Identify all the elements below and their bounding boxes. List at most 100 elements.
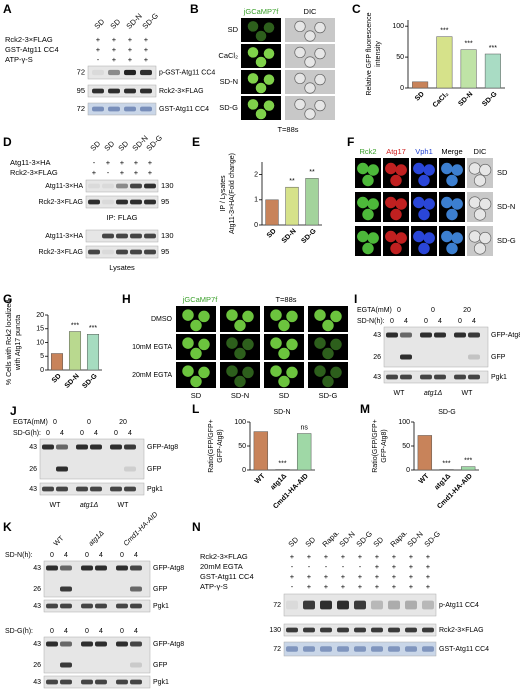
bar [265,199,279,226]
row-label: Rck2-3×FLAG [200,552,248,561]
strain-label: atg1Δ [424,390,443,397]
panel-letter: A [3,2,12,16]
row-label: DMSO [151,316,173,323]
y-tick-label: 50 [396,54,404,61]
sign: + [341,572,346,581]
panel-letter: N [192,520,201,534]
blot [283,641,437,657]
y-axis-label: with Atg17 puncta [15,315,22,371]
band [286,646,298,652]
sign: + [144,35,149,44]
time-value: 4 [64,628,68,635]
cell [255,82,267,94]
cell [314,73,326,86]
cell [198,366,210,379]
cell [362,242,374,255]
treatment-level: 20 [463,307,471,314]
blot-group-label: IP: FLAG [107,213,138,222]
x-tick-label: WT [254,472,267,485]
band [454,332,466,338]
significance: *** [464,457,472,464]
sign: + [144,45,149,54]
x-label: SD [279,391,290,400]
sign: + [375,582,380,591]
x-tick-label: SD-N [457,91,474,108]
cell [182,365,194,377]
band [140,88,152,94]
x-tick-label: WT [418,472,431,485]
sign: + [341,552,346,561]
band [354,646,366,652]
sign: + [375,562,380,571]
y-tick-label: 100 [398,419,410,426]
sign: + [128,45,133,54]
cell [190,319,202,332]
sign: + [392,552,397,561]
cell [322,375,334,388]
cell [304,108,316,120]
sign: + [112,55,117,64]
x-tick-label: SD-N [64,373,81,390]
y-axis-label: % Cells with Rck2 localized [6,300,13,385]
band [110,444,122,450]
row-label: Atg11-3×HA [10,158,51,167]
treatment-level: 0 [431,307,435,314]
sign: + [148,168,153,177]
band [422,600,434,610]
blot [87,65,157,80]
cell [278,347,290,360]
sign: + [426,562,431,571]
time-value: 0 [114,430,118,437]
marker: 95 [77,86,85,95]
sign: - [107,168,110,177]
cell [385,230,397,243]
band [337,600,349,610]
blot-label: Rck2-3×FLAG [38,249,83,256]
band [130,183,142,189]
cell [286,366,298,379]
y-axis-label: Relative GFP fluorescence [366,12,373,95]
band [420,374,432,380]
sign: + [341,582,346,591]
cell [278,319,290,332]
cell [314,21,326,34]
band [130,603,142,609]
time-value: 0 [424,318,428,325]
sign: - [291,582,294,591]
band [102,233,114,239]
cell [367,164,379,176]
row-label: ATP-γ-S [200,582,228,591]
marker: 72 [77,104,85,113]
strain-label: atg1Δ [88,530,106,548]
row-label: SD [497,168,508,177]
band [90,486,102,492]
sign: - [308,562,311,571]
time-value: 0 [120,552,124,559]
channel-label: DIC [474,147,488,156]
row-label: SD-G [497,236,516,245]
marker: 130 [161,181,174,190]
band [286,600,298,610]
row-label: GST-Atg11 CC4 [5,45,59,54]
sign: + [134,158,139,167]
lane-label: SD [102,139,116,153]
band [130,199,142,205]
y-axis-label: Ratio(GFP/GFP+ [208,419,215,472]
cell [263,74,275,85]
lane-label: SD-N [124,11,143,30]
blot-label: GFP-Atg8 [491,332,520,339]
time-value: 0 [50,628,54,635]
blot-label: GFP [153,586,168,593]
band [81,603,93,609]
significance: *** [89,325,97,332]
sign: + [96,35,101,44]
cell [390,174,402,187]
panel-letter: B [190,2,199,16]
marker: 43 [33,641,41,648]
cell [294,20,306,33]
panel-letter: G [3,292,12,306]
band [60,603,72,609]
band [130,641,142,647]
marker: 43 [33,565,41,572]
cell [395,164,407,176]
